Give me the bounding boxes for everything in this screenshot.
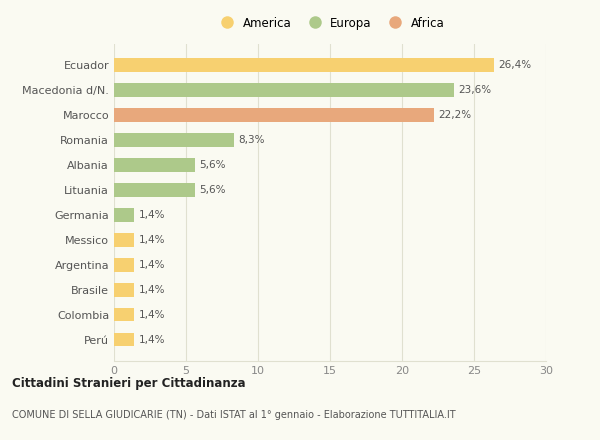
Bar: [114, 308, 134, 322]
Bar: [114, 283, 134, 297]
Text: 8,3%: 8,3%: [238, 135, 265, 145]
Text: Cittadini Stranieri per Cittadinanza: Cittadini Stranieri per Cittadinanza: [12, 377, 245, 390]
Bar: [114, 108, 434, 122]
Bar: [114, 333, 134, 346]
Text: 1,4%: 1,4%: [139, 285, 165, 295]
Bar: [114, 83, 454, 97]
Bar: [114, 208, 134, 222]
Bar: [114, 233, 134, 247]
Text: 22,2%: 22,2%: [438, 110, 471, 120]
Legend: America, Europa, Africa: America, Europa, Africa: [211, 12, 449, 34]
Text: 1,4%: 1,4%: [139, 210, 165, 220]
Text: 5,6%: 5,6%: [199, 160, 226, 170]
Text: 23,6%: 23,6%: [458, 85, 491, 95]
Text: 1,4%: 1,4%: [139, 235, 165, 245]
Text: 5,6%: 5,6%: [199, 185, 226, 195]
Bar: [114, 59, 494, 72]
Text: 26,4%: 26,4%: [499, 60, 532, 70]
Bar: [114, 133, 233, 147]
Text: 1,4%: 1,4%: [139, 334, 165, 345]
Text: 1,4%: 1,4%: [139, 260, 165, 270]
Bar: [114, 158, 194, 172]
Bar: [114, 183, 194, 197]
Text: COMUNE DI SELLA GIUDICARIE (TN) - Dati ISTAT al 1° gennaio - Elaborazione TUTTIT: COMUNE DI SELLA GIUDICARIE (TN) - Dati I…: [12, 410, 455, 420]
Text: 1,4%: 1,4%: [139, 310, 165, 319]
Bar: [114, 258, 134, 271]
